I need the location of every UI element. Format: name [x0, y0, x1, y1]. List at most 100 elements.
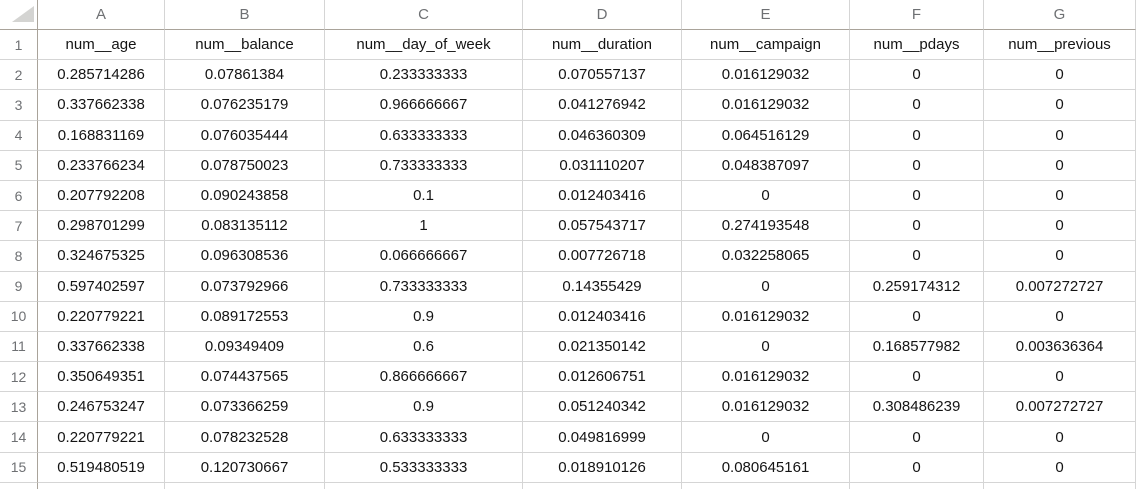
cell-E2[interactable]: 0.016129032 [682, 60, 850, 91]
row-header-8[interactable]: 8 [0, 241, 38, 272]
cell-D9[interactable]: 0.14355429 [523, 271, 682, 302]
cell-E6[interactable]: 0 [682, 180, 850, 212]
cell-B5[interactable]: 0.078750023 [165, 150, 325, 181]
cell-G3[interactable]: 0 [984, 90, 1136, 121]
cell-B10[interactable]: 0.089172553 [165, 301, 325, 332]
cell-A6[interactable]: 0.207792208 [38, 180, 165, 212]
cell-F5[interactable]: 0 [850, 150, 984, 181]
column-header-D[interactable]: D [523, 0, 682, 30]
cell-A7[interactable]: 0.298701299 [38, 211, 165, 242]
cell-C16[interactable] [325, 482, 523, 489]
cell-B1[interactable]: num__balance [165, 30, 325, 61]
row-header-3[interactable]: 3 [0, 90, 38, 121]
cell-D7[interactable]: 0.057543717 [523, 211, 682, 242]
cell-D12[interactable]: 0.012606751 [523, 362, 682, 393]
cell-C10[interactable]: 0.9 [325, 301, 523, 332]
column-header-F[interactable]: F [850, 0, 984, 30]
cell-F8[interactable]: 0 [850, 241, 984, 272]
cell-C5[interactable]: 0.733333333 [325, 150, 523, 181]
row-header-13[interactable]: 13 [0, 392, 38, 423]
cell-B7[interactable]: 0.083135112 [165, 211, 325, 242]
cell-D2[interactable]: 0.070557137 [523, 60, 682, 91]
cell-A2[interactable]: 0.285714286 [38, 60, 165, 91]
cell-A15[interactable]: 0.519480519 [38, 452, 165, 483]
cell-C14[interactable]: 0.633333333 [325, 422, 523, 453]
row-header-7[interactable]: 7 [0, 211, 38, 242]
cell-F16[interactable] [850, 482, 984, 489]
cell-C9[interactable]: 0.733333333 [325, 271, 523, 302]
cell-E3[interactable]: 0.016129032 [682, 90, 850, 121]
cell-A10[interactable]: 0.220779221 [38, 301, 165, 332]
cell-G1[interactable]: num__previous [984, 30, 1136, 61]
cell-A16[interactable] [38, 482, 165, 489]
cell-C3[interactable]: 0.966666667 [325, 90, 523, 121]
cell-D15[interactable]: 0.018910126 [523, 452, 682, 483]
column-header-A[interactable]: A [38, 0, 165, 30]
cell-B13[interactable]: 0.073366259 [165, 392, 325, 423]
cell-A1[interactable]: num__age [38, 30, 165, 61]
cell-E7[interactable]: 0.274193548 [682, 211, 850, 242]
cell-A5[interactable]: 0.233766234 [38, 150, 165, 181]
cell-F7[interactable]: 0 [850, 211, 984, 242]
cell-F3[interactable]: 0 [850, 90, 984, 121]
cell-D13[interactable]: 0.051240342 [523, 392, 682, 423]
cell-G15[interactable]: 0 [984, 452, 1136, 483]
row-header-15[interactable]: 15 [0, 452, 38, 483]
cell-C4[interactable]: 0.633333333 [325, 120, 523, 151]
cell-E16[interactable] [682, 482, 850, 489]
cell-E4[interactable]: 0.064516129 [682, 120, 850, 151]
cell-A4[interactable]: 0.168831169 [38, 120, 165, 151]
cell-G2[interactable]: 0 [984, 60, 1136, 91]
cell-D5[interactable]: 0.031110207 [523, 150, 682, 181]
cell-B4[interactable]: 0.076035444 [165, 120, 325, 151]
cell-D10[interactable]: 0.012403416 [523, 301, 682, 332]
cell-E10[interactable]: 0.016129032 [682, 301, 850, 332]
cell-F1[interactable]: num__pdays [850, 30, 984, 61]
cell-E9[interactable]: 0 [682, 271, 850, 302]
column-header-G[interactable]: G [984, 0, 1136, 30]
row-header-2[interactable]: 2 [0, 60, 38, 91]
cell-A13[interactable]: 0.246753247 [38, 392, 165, 423]
cell-D4[interactable]: 0.046360309 [523, 120, 682, 151]
cell-G14[interactable]: 0 [984, 422, 1136, 453]
cell-D14[interactable]: 0.049816999 [523, 422, 682, 453]
cell-G5[interactable]: 0 [984, 150, 1136, 181]
cell-E11[interactable]: 0 [682, 331, 850, 363]
cell-C2[interactable]: 0.233333333 [325, 60, 523, 91]
cell-A9[interactable]: 0.597402597 [38, 271, 165, 302]
row-header-9[interactable]: 9 [0, 271, 38, 302]
row-header-14[interactable]: 14 [0, 422, 38, 453]
cell-C7[interactable]: 1 [325, 211, 523, 242]
cell-G8[interactable]: 0 [984, 241, 1136, 272]
row-header-16[interactable] [0, 482, 38, 489]
cell-C15[interactable]: 0.533333333 [325, 452, 523, 483]
cell-F11[interactable]: 0.168577982 [850, 331, 984, 363]
cell-E12[interactable]: 0.016129032 [682, 362, 850, 393]
cell-D16[interactable] [523, 482, 682, 489]
cell-F13[interactable]: 0.308486239 [850, 392, 984, 423]
cell-E14[interactable]: 0 [682, 422, 850, 453]
cell-A14[interactable]: 0.220779221 [38, 422, 165, 453]
cell-B9[interactable]: 0.073792966 [165, 271, 325, 302]
row-header-10[interactable]: 10 [0, 301, 38, 332]
cell-D3[interactable]: 0.041276942 [523, 90, 682, 121]
row-header-12[interactable]: 12 [0, 362, 38, 393]
cell-F15[interactable]: 0 [850, 452, 984, 483]
cell-G16[interactable] [984, 482, 1136, 489]
cell-B3[interactable]: 0.076235179 [165, 90, 325, 121]
cell-E1[interactable]: num__campaign [682, 30, 850, 61]
column-header-E[interactable]: E [682, 0, 850, 30]
row-header-11[interactable]: 11 [0, 331, 38, 363]
cell-G7[interactable]: 0 [984, 211, 1136, 242]
cell-B8[interactable]: 0.096308536 [165, 241, 325, 272]
cell-A12[interactable]: 0.350649351 [38, 362, 165, 393]
cell-C11[interactable]: 0.6 [325, 331, 523, 363]
cell-B12[interactable]: 0.074437565 [165, 362, 325, 393]
cell-F4[interactable]: 0 [850, 120, 984, 151]
cell-C8[interactable]: 0.066666667 [325, 241, 523, 272]
cell-E5[interactable]: 0.048387097 [682, 150, 850, 181]
row-header-4[interactable]: 4 [0, 120, 38, 151]
cell-C13[interactable]: 0.9 [325, 392, 523, 423]
cell-B2[interactable]: 0.07861384 [165, 60, 325, 91]
cell-D11[interactable]: 0.021350142 [523, 331, 682, 363]
